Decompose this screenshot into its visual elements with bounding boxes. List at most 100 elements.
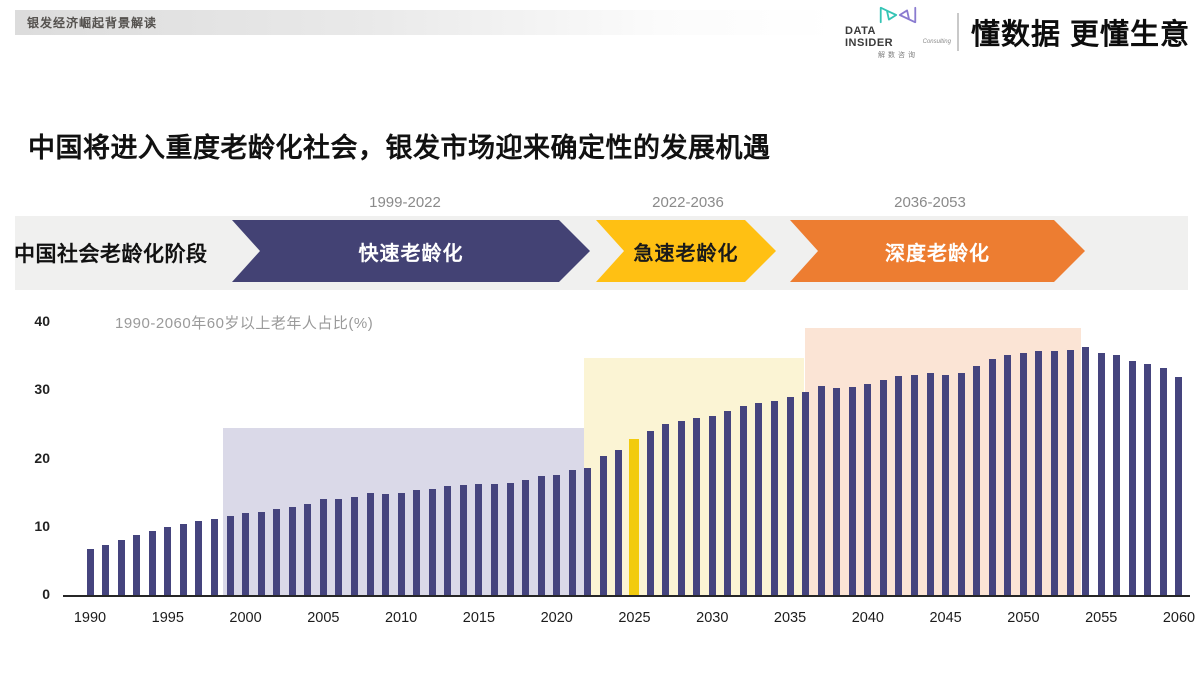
bar-2054 xyxy=(1082,347,1090,595)
stage-period-2: 2036-2053 xyxy=(894,194,966,211)
bar-2023 xyxy=(599,455,607,595)
bar-1994 xyxy=(148,530,156,595)
bar-2041 xyxy=(879,380,887,595)
bar-1991 xyxy=(102,544,110,595)
bar-2042 xyxy=(895,375,903,595)
stage-date-row: 1999-2022 2022-2036 2036-2053 xyxy=(0,194,1200,216)
bar-2001 xyxy=(257,511,265,595)
bar-chart-plot-area xyxy=(63,322,1190,597)
bar-2006 xyxy=(335,498,343,595)
x-tick-2040: 2040 xyxy=(851,610,884,626)
x-tick-1990: 1990 xyxy=(73,610,107,626)
bar-2028 xyxy=(677,420,685,595)
bar-2035 xyxy=(786,397,794,595)
chart-title: 1990-2060年60岁以上老年人占比(%) xyxy=(115,315,374,332)
bar-2044 xyxy=(926,372,934,595)
stage-name-1: 急速老龄化 xyxy=(633,242,739,265)
stage-arrow-1: 急速老龄化 xyxy=(596,220,776,282)
bar-1995 xyxy=(164,526,172,595)
bar-1997 xyxy=(195,521,203,595)
logo-wordmark: DATA INSIDER xyxy=(845,24,894,49)
x-axis-line xyxy=(63,595,1190,597)
bar-2053 xyxy=(1066,349,1074,595)
bar-2019 xyxy=(537,475,545,595)
brand-divider xyxy=(956,13,959,51)
stage-name-2: 深度老龄化 xyxy=(885,242,990,265)
bar-2056 xyxy=(1113,354,1121,595)
bar-2027 xyxy=(662,423,670,595)
bar-1992 xyxy=(117,540,125,595)
logo-consulting-script: Consulting xyxy=(922,38,951,45)
bar-2060 xyxy=(1175,377,1183,595)
bar-2022 xyxy=(584,468,592,595)
bar-2007 xyxy=(350,496,358,595)
logo-chinese-name: 解数咨询 xyxy=(877,51,918,59)
bar-2052 xyxy=(1051,351,1059,595)
bar-2016 xyxy=(490,484,498,595)
x-tick-2050: 2050 xyxy=(1007,610,1040,626)
top-header-bar: 银发经济崛起背景解读 xyxy=(15,10,1188,35)
bar-2005 xyxy=(319,499,327,595)
bar-2026 xyxy=(646,431,654,595)
y-tick-0: 0 xyxy=(42,586,50,602)
x-tick-2005: 2005 xyxy=(307,610,340,626)
bar-2025 xyxy=(629,438,640,595)
bar-2033 xyxy=(755,403,763,595)
bar-2038 xyxy=(833,388,841,595)
bar-2029 xyxy=(693,417,701,595)
bar-2036 xyxy=(802,391,810,595)
bar-2014 xyxy=(459,485,467,595)
x-tick-2010: 2010 xyxy=(384,610,418,626)
bar-2032 xyxy=(739,405,747,595)
bar-2040 xyxy=(864,384,872,595)
bar-2039 xyxy=(848,386,856,595)
bar-1990 xyxy=(86,548,94,595)
stage-arrow-2: 深度老龄化 xyxy=(790,220,1085,282)
bar-1999 xyxy=(226,515,234,595)
bar-2030 xyxy=(708,415,716,595)
bar-2043 xyxy=(911,375,919,595)
bar-2037 xyxy=(817,386,825,595)
bar-2004 xyxy=(304,504,312,595)
bar-1993 xyxy=(133,534,141,595)
bar-2015 xyxy=(475,484,483,595)
x-tick-2020: 2020 xyxy=(540,610,573,626)
x-tick-2045: 2045 xyxy=(929,610,962,626)
bar-2012 xyxy=(428,488,436,595)
bar-2045 xyxy=(942,375,950,595)
stage-period-1: 2022-2036 xyxy=(652,194,724,211)
x-tick-2015: 2015 xyxy=(462,610,496,626)
x-tick-2025: 2025 xyxy=(618,610,651,626)
bar-1996 xyxy=(179,524,187,595)
brand-block: DATA INSIDER Consulting 解数咨询 懂数据 更懂生意 xyxy=(845,5,1190,59)
bar-2059 xyxy=(1159,367,1167,595)
bar-2017 xyxy=(506,483,514,595)
bar-2000 xyxy=(242,513,250,595)
bar-2008 xyxy=(366,493,374,595)
bar-2018 xyxy=(522,479,530,595)
x-tick-2060: 2060 xyxy=(1162,610,1196,626)
bar-2058 xyxy=(1144,364,1152,595)
bar-2013 xyxy=(444,486,452,595)
bar-2046 xyxy=(957,373,965,595)
bar-1998 xyxy=(210,518,218,595)
bar-2024 xyxy=(615,449,623,595)
brand-slogan: 懂数据 更懂生意 xyxy=(970,19,1190,51)
bar-2031 xyxy=(724,410,732,595)
bar-2049 xyxy=(1004,354,1012,595)
bar-2021 xyxy=(568,470,576,595)
bar-2011 xyxy=(413,489,421,595)
bar-2051 xyxy=(1035,351,1043,595)
x-tick-2000: 2000 xyxy=(229,610,262,626)
bar-2055 xyxy=(1097,352,1105,595)
y-tick-10: 10 xyxy=(34,517,50,534)
bar-2050 xyxy=(1019,352,1027,595)
x-tick-2055: 2055 xyxy=(1085,610,1118,626)
bar-2003 xyxy=(288,506,296,595)
bowtie-logo-icon xyxy=(878,5,918,25)
x-tick-2030: 2030 xyxy=(696,610,729,626)
bar-2057 xyxy=(1128,360,1136,595)
bar-2048 xyxy=(988,358,996,595)
bar-2010 xyxy=(397,493,405,595)
